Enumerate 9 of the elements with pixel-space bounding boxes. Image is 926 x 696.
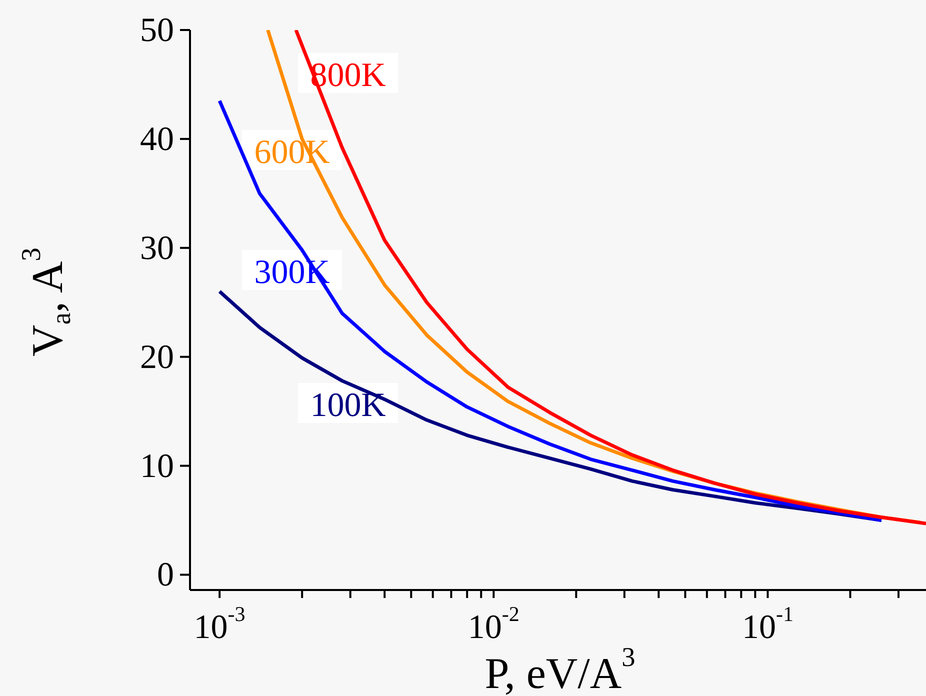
y-tick-label: 30: [140, 230, 174, 267]
y-tick-label: 0: [157, 556, 174, 594]
annotation: 100K: [310, 387, 386, 424]
x-tick-label: 10$^{-1}$: [742, 602, 794, 646]
y-tick-label: 20: [140, 338, 174, 376]
y-tick-label: 40: [140, 120, 174, 158]
y-tick-label: 10: [140, 448, 174, 485]
x-tick-label: 10$^{-3}$: [194, 602, 246, 646]
y-tick-label: 50: [140, 12, 174, 49]
